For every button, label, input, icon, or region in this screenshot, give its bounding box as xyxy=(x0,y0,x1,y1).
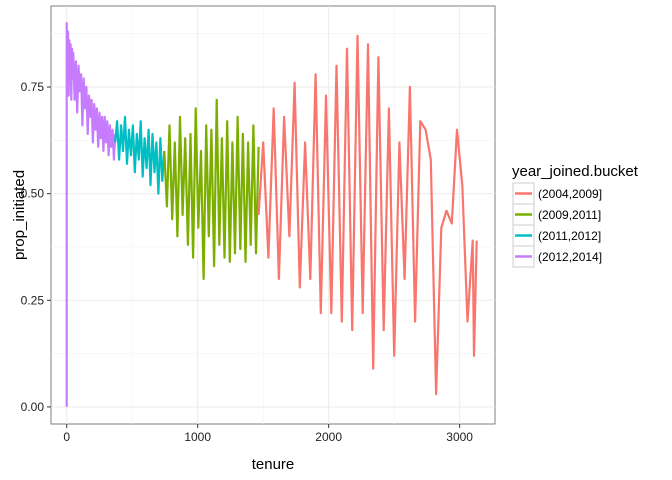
series-lines xyxy=(65,22,478,407)
series-line xyxy=(163,98,260,281)
series-line xyxy=(114,115,166,195)
y-axis-ticks: 0.00 0.25 0.50 0.75 xyxy=(21,80,51,414)
plot-panel xyxy=(50,5,496,425)
legend-label: (2004,2009] xyxy=(538,187,602,201)
legend: year_joined.bucket (2004,2009] (2009,2011… xyxy=(512,163,639,268)
series-line xyxy=(257,34,478,396)
legend-label: (2009,2011] xyxy=(538,208,601,222)
series-line xyxy=(65,22,117,407)
x-axis-ticks: 0 1000 2000 3000 xyxy=(63,424,473,444)
y-tick-label: 0.50 xyxy=(21,187,45,201)
x-tick-label: 1000 xyxy=(184,430,211,444)
y-tick-label: 0.00 xyxy=(21,400,45,414)
legend-label: (2012,2014] xyxy=(538,250,602,264)
legend-title: year_joined.bucket xyxy=(512,163,639,180)
y-axis-title: prop_initiated xyxy=(11,170,28,260)
x-tick-label: 3000 xyxy=(446,430,473,444)
y-tick-label: 0.25 xyxy=(21,293,45,307)
y-tick-label: 0.75 xyxy=(21,80,45,94)
x-axis-title: tenure xyxy=(252,456,295,473)
legend-label: (2011,2012] xyxy=(538,229,601,243)
x-tick-label: 2000 xyxy=(315,430,342,444)
x-tick-label: 0 xyxy=(63,430,70,444)
